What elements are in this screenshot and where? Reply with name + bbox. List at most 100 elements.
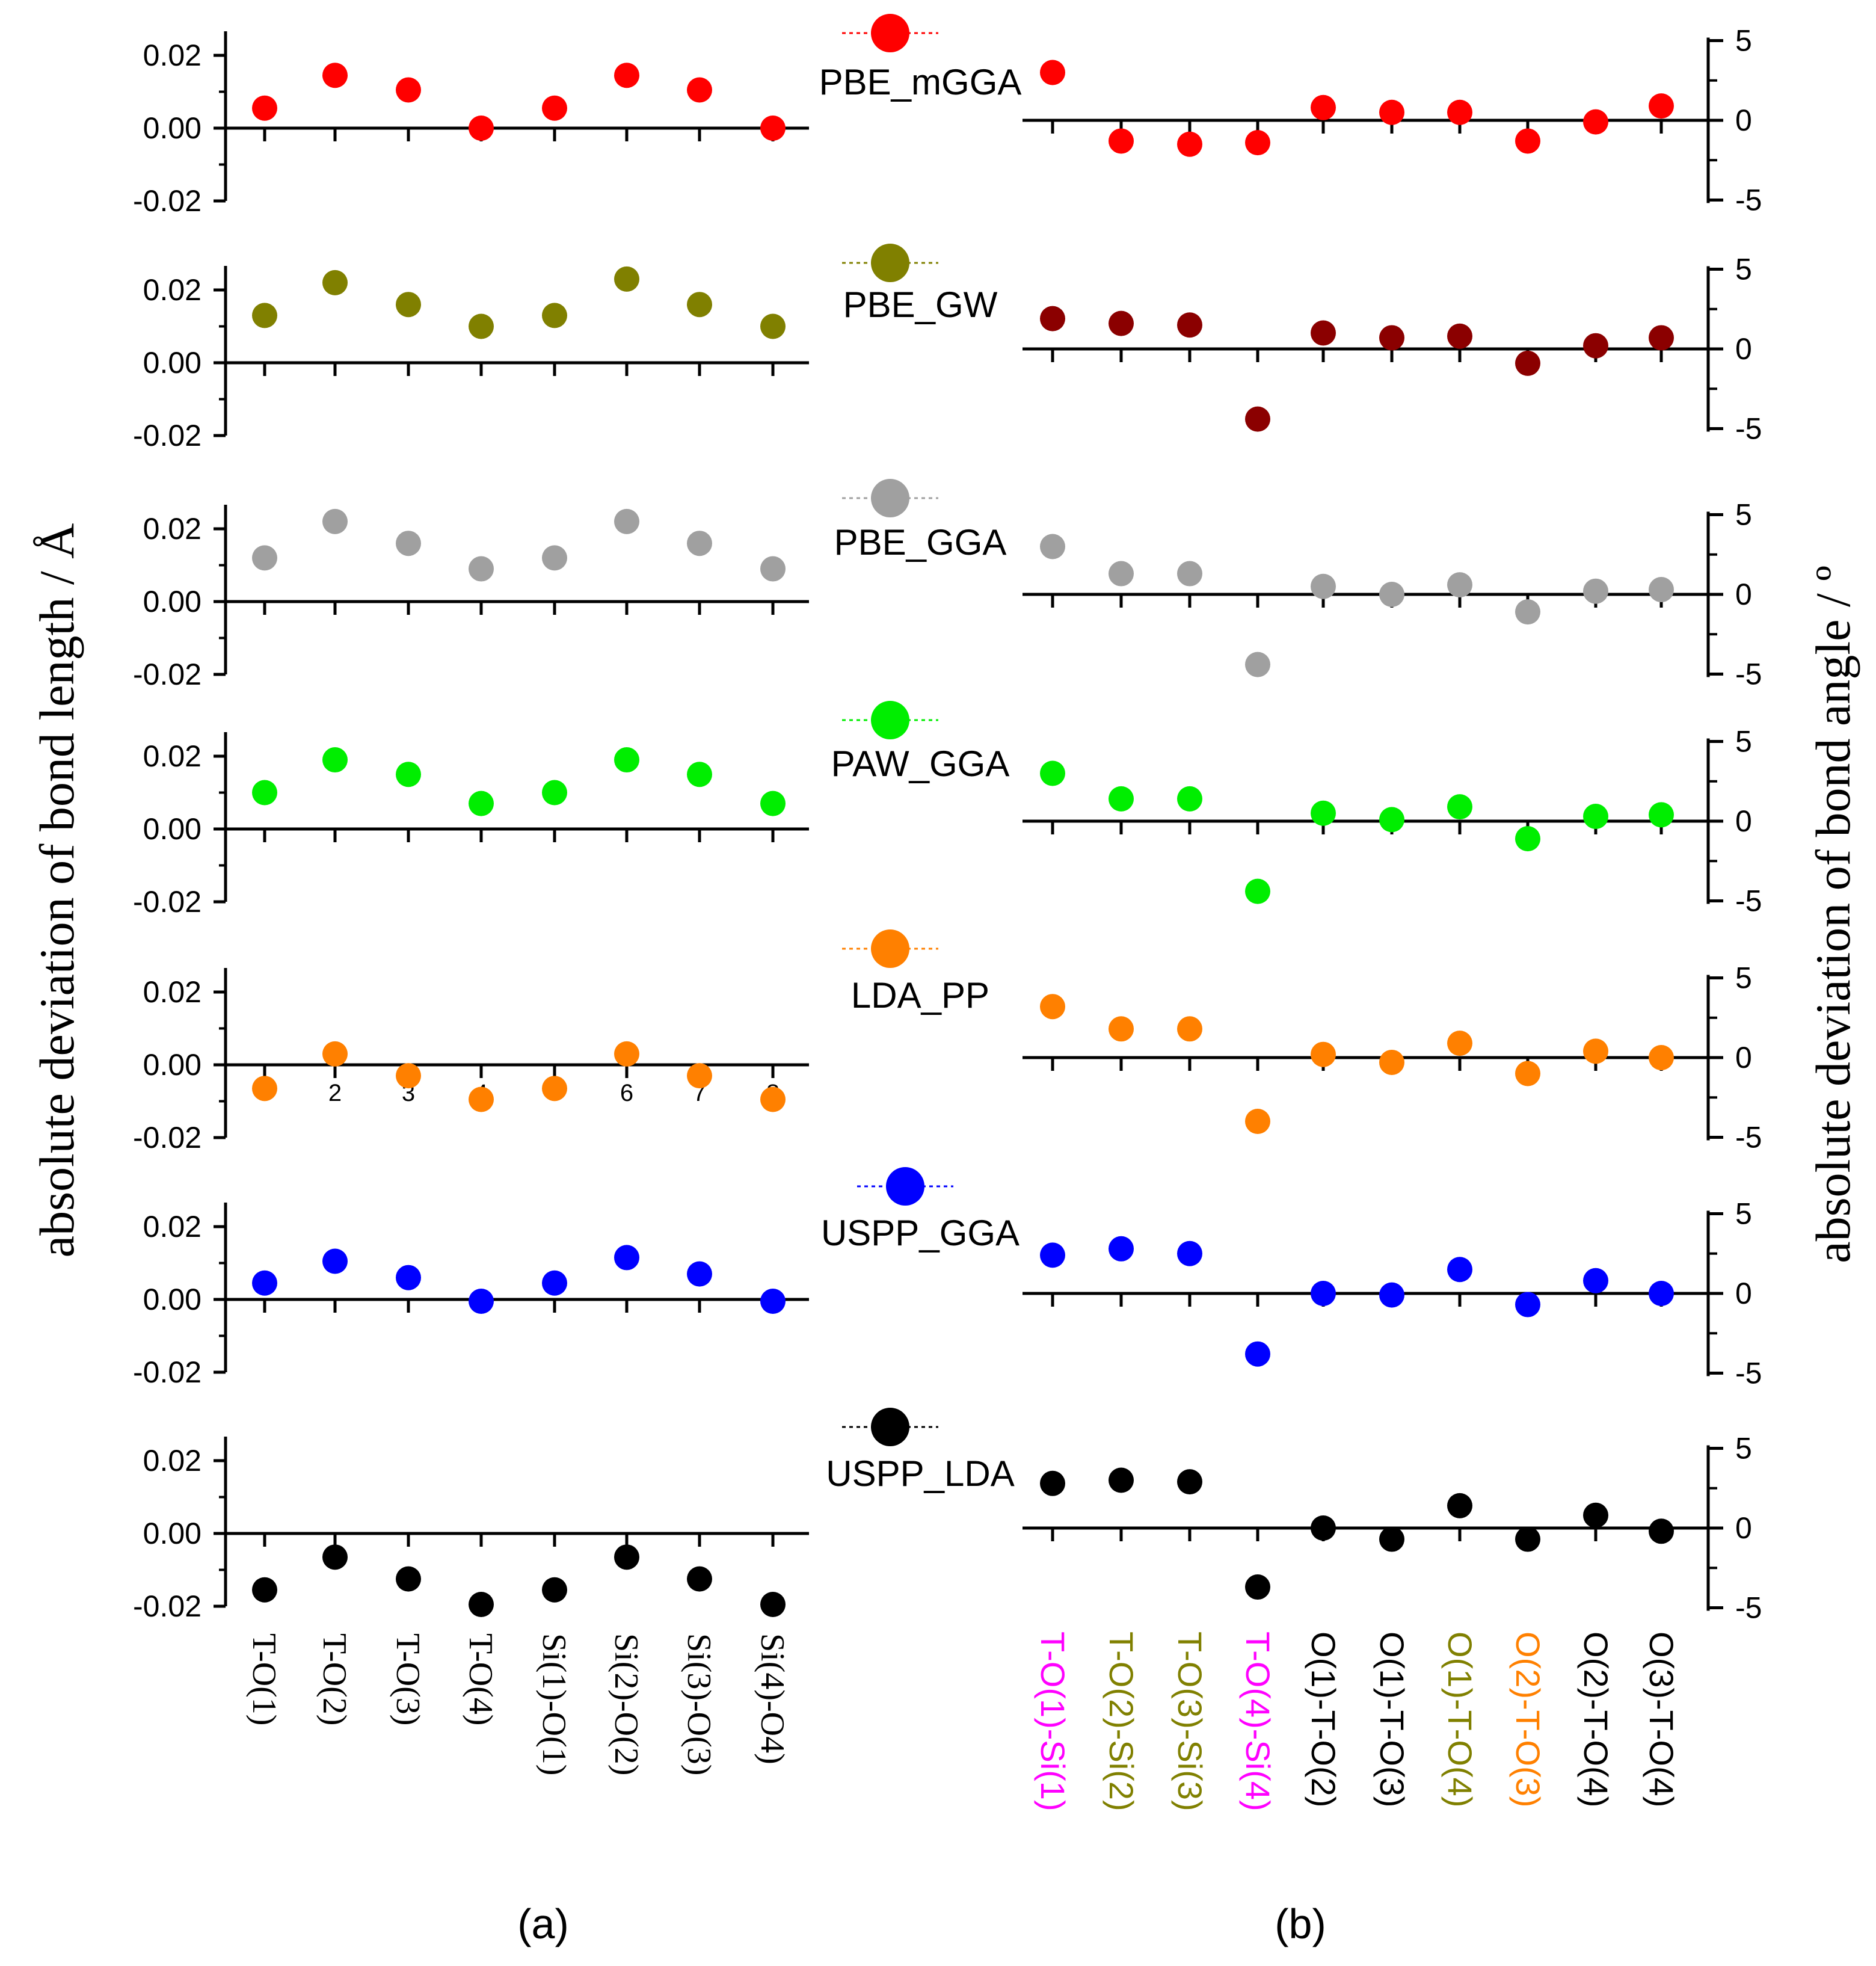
left-tick-label: 0.02 bbox=[143, 975, 201, 1009]
left-tick-label: 0.02 bbox=[143, 1210, 201, 1243]
bond-length-point bbox=[396, 292, 421, 318]
left-ylabel-group: absolute deviation of bond length / Å bbox=[29, 523, 84, 1258]
bond-angle-point bbox=[1649, 1045, 1674, 1070]
category-a-label: T-O(3) bbox=[389, 1633, 426, 1725]
bond-length-point bbox=[252, 780, 277, 806]
bond-length-point bbox=[396, 1566, 421, 1592]
bond-angle-point bbox=[1379, 325, 1404, 351]
category-a-label: T-O(2) bbox=[316, 1633, 353, 1725]
bond-angle-point bbox=[1311, 800, 1336, 826]
bond-angle-point bbox=[1649, 325, 1674, 351]
left-tick-label: 0.02 bbox=[143, 1444, 201, 1478]
category-a-label: Si(1)-O(1) bbox=[535, 1633, 573, 1775]
category-b-label: O(3)-T-O(4) bbox=[1643, 1632, 1681, 1807]
bond-length-point bbox=[252, 1270, 277, 1296]
left-tick-label: 0.00 bbox=[143, 812, 201, 846]
legend-marker bbox=[871, 929, 909, 968]
method-label: PBE_GGA bbox=[834, 522, 1007, 562]
bond-angle-point bbox=[1245, 406, 1270, 432]
bond-angle-point bbox=[1379, 1282, 1404, 1308]
bond-angle-point bbox=[1515, 1526, 1540, 1552]
bond-angle-point bbox=[1177, 1469, 1202, 1495]
method-label: LDA_PP bbox=[851, 975, 989, 1015]
right-tick-label: 0 bbox=[1735, 103, 1752, 137]
category-b-label: O(1)-T-O(2) bbox=[1305, 1632, 1342, 1807]
left-tick-label: 0.02 bbox=[143, 739, 201, 773]
bond-angle-point bbox=[1447, 1257, 1472, 1283]
bond-length-point bbox=[469, 1591, 494, 1617]
panel-PAW_GGA: 0.02 0.00 -0.02 PAW_GGA 5 0 -5 bbox=[133, 701, 1762, 919]
category-b-label: O(1)-T-O(4) bbox=[1441, 1632, 1479, 1807]
bond-length-point bbox=[252, 303, 277, 328]
panel-label-b: (b) bbox=[1275, 1900, 1326, 1947]
bond-angle-point bbox=[1245, 1109, 1270, 1134]
bond-angle-point bbox=[1649, 1518, 1674, 1544]
right-tick-label: 5 bbox=[1735, 1197, 1752, 1231]
bond-length-point bbox=[322, 270, 348, 295]
bond-length-point bbox=[252, 95, 277, 121]
category-b-label: T-O(2)-Si(2) bbox=[1103, 1632, 1140, 1811]
bond-angle-point bbox=[1245, 1574, 1270, 1600]
bond-length-point bbox=[322, 1041, 348, 1067]
bond-angle-point bbox=[1109, 561, 1134, 587]
bond-length-point bbox=[542, 780, 567, 806]
bond-angle-point bbox=[1515, 826, 1540, 852]
bond-length-point bbox=[396, 1265, 421, 1290]
legend-marker bbox=[886, 1167, 924, 1206]
panel-label-a: (a) bbox=[517, 1900, 569, 1947]
bond-angle-point bbox=[1040, 534, 1065, 559]
bond-angle-point bbox=[1583, 1502, 1608, 1528]
categories-a: T-O(1) T-O(2) T-O(3) T-O(4) Si(1)-O(1) Si(2)-… bbox=[245, 1633, 791, 1775]
legend-marker bbox=[871, 244, 909, 282]
bond-angle-point bbox=[1040, 760, 1065, 786]
bond-angle-point bbox=[1583, 333, 1608, 359]
bond-length-point bbox=[687, 1566, 712, 1592]
bond-angle-point bbox=[1447, 1493, 1472, 1518]
left-ylabel: absolute deviation of bond length / Å bbox=[29, 523, 84, 1258]
bond-length-point bbox=[760, 116, 786, 141]
left-tick-label: 0.00 bbox=[143, 1048, 201, 1082]
left-tick-label: -0.02 bbox=[133, 1355, 201, 1389]
panels: 0.02 0.00 -0.02 PBE_mGGA 5 0 -5 0.02 0.00 -0.02 PB… bbox=[133, 14, 1762, 1625]
bond-angle-point bbox=[1649, 802, 1674, 828]
bond-angle-point bbox=[1109, 128, 1134, 154]
bond-length-point bbox=[322, 1248, 348, 1274]
left-tick-label: 0.02 bbox=[143, 273, 201, 307]
bond-angle-point bbox=[1447, 1031, 1472, 1056]
bond-angle-point bbox=[1379, 807, 1404, 833]
bond-length-point bbox=[252, 1076, 277, 1102]
bond-length-point bbox=[542, 303, 567, 328]
right-tick-label: 5 bbox=[1735, 961, 1752, 995]
bond-angle-point bbox=[1109, 1467, 1134, 1493]
category-a-label: T-O(1) bbox=[245, 1633, 283, 1725]
bond-length-point bbox=[760, 1289, 786, 1314]
bond-angle-point bbox=[1177, 786, 1202, 812]
left-tick-label: -0.02 bbox=[133, 1589, 201, 1623]
method-label: PAW_GGA bbox=[831, 744, 1010, 784]
right-ylabel-group: absolute deviation of bond angle / º bbox=[1806, 565, 1860, 1263]
left-tick-label: 0.02 bbox=[143, 512, 201, 546]
bond-length-point bbox=[322, 508, 348, 534]
bond-angle-point bbox=[1177, 561, 1202, 587]
bond-angle-point bbox=[1040, 60, 1065, 85]
bond-angle-point bbox=[1040, 306, 1065, 331]
right-tick-label: 5 bbox=[1735, 1432, 1752, 1465]
bond-angle-point bbox=[1311, 94, 1336, 120]
bond-angle-point bbox=[1515, 1061, 1540, 1086]
bond-length-point bbox=[252, 1577, 277, 1603]
bond-angle-point bbox=[1379, 99, 1404, 125]
bond-length-point bbox=[614, 266, 639, 292]
right-tick-label: 0 bbox=[1735, 804, 1752, 838]
bond-angle-point bbox=[1177, 1240, 1202, 1266]
right-tick-label: 0 bbox=[1735, 332, 1752, 366]
right-tick-label: 5 bbox=[1735, 498, 1752, 532]
bond-length-point bbox=[614, 1245, 639, 1271]
right-tick-label: -5 bbox=[1735, 183, 1762, 217]
left-tick-label: -0.02 bbox=[133, 1121, 201, 1154]
left-tick-label: 0.00 bbox=[143, 111, 201, 145]
bond-length-point bbox=[760, 1591, 786, 1617]
bond-angle-point bbox=[1583, 578, 1608, 604]
bond-angle-point bbox=[1245, 130, 1270, 156]
left-tick-label: -0.02 bbox=[133, 184, 201, 218]
bond-length-point bbox=[687, 77, 712, 103]
